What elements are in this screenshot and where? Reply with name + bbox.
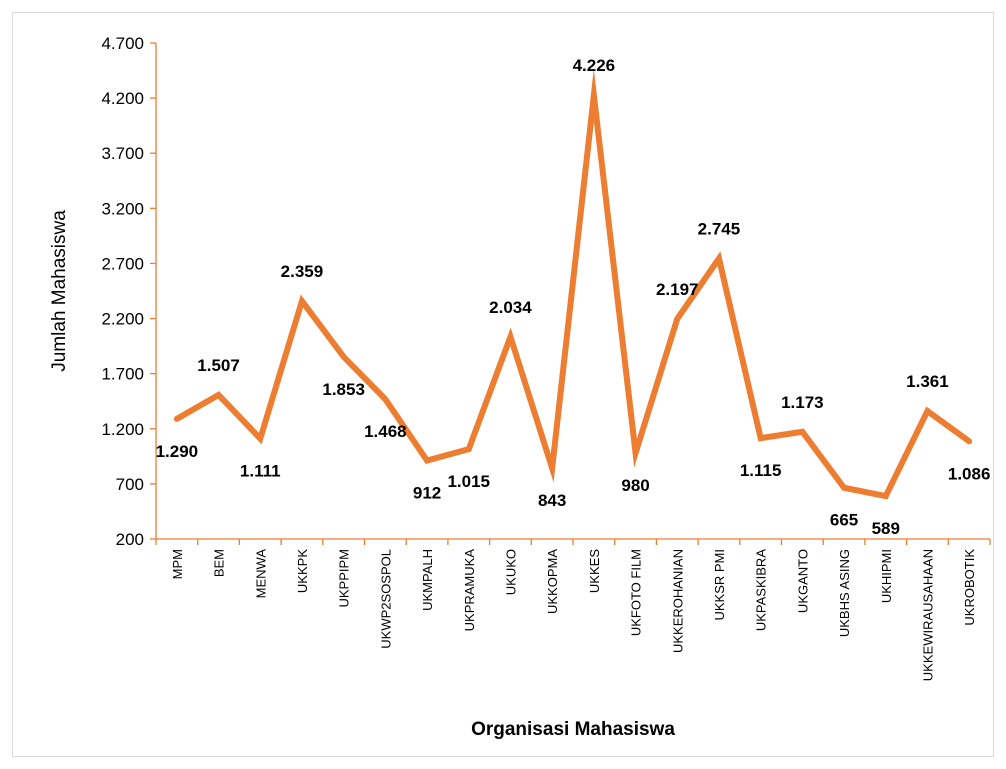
x-tick-label: UKUKO: [503, 549, 518, 595]
data-label: 1.507: [197, 356, 240, 375]
data-label: 1.111: [240, 462, 281, 481]
data-label: 2.197: [656, 280, 699, 299]
x-tick-label: MPM: [170, 549, 185, 579]
x-tick-label: UKFOTO FILM: [629, 549, 644, 636]
data-label: 4.226: [573, 56, 616, 75]
data-label: 589: [872, 519, 900, 538]
y-tick-label: 1.700: [101, 365, 144, 384]
data-label: 912: [413, 484, 441, 503]
x-tick-label: UKPASKIBRA: [754, 549, 769, 631]
y-axis-title: Jumlah Mahasiswa: [49, 210, 70, 372]
x-tick-label: UKGANTO: [795, 549, 810, 613]
data-label: 843: [538, 491, 566, 510]
x-tick-label: UKKOPMA: [545, 549, 560, 614]
x-tick-label: UKROBOTIK: [962, 549, 977, 626]
data-label: 2.745: [698, 219, 741, 238]
x-tick-label: UKKEWIRAUSAHAAN: [920, 549, 935, 681]
x-tick-label: UKKSR PMI: [712, 549, 727, 621]
y-tick-label: 200: [116, 530, 144, 549]
x-tick-label: UKMPALH: [420, 549, 435, 611]
y-tick-label: 4.200: [101, 89, 144, 108]
series-line: [173, 68, 973, 500]
y-tick-label: 1.200: [101, 420, 144, 439]
x-tick-label: BEM: [212, 549, 227, 577]
y-tick-label: 2.200: [101, 310, 144, 329]
data-label: 1.173: [781, 393, 824, 412]
x-tick-label: UKPRAMUKA: [462, 549, 477, 632]
x-tick-label: UKKEROHANIAN: [670, 549, 685, 653]
y-tick-label: 700: [116, 475, 144, 494]
y-tick-label: 2.700: [101, 254, 144, 273]
chart-frame: 200 700 1.200 1.700 2.200 2.700 3.200 3.700 4.20…: [12, 12, 994, 757]
axes: [150, 42, 991, 545]
y-tick-labels: 200 700 1.200 1.700 2.200 2.700 3.200 3.700 4.20…: [101, 34, 144, 549]
y-tick-label: 3.200: [101, 199, 144, 218]
line-chart: 200 700 1.200 1.700 2.200 2.700 3.200 3.700 4.20…: [49, 34, 991, 740]
data-label: 1.086: [948, 464, 991, 483]
x-tick-label: UKWP2SOSPOL: [378, 549, 393, 649]
y-tick-label: 3.700: [101, 144, 144, 163]
data-label: 2.034: [489, 298, 532, 317]
data-label: 1.115: [740, 461, 782, 480]
data-label: 1.468: [364, 422, 407, 441]
data-label: 1.853: [322, 380, 365, 399]
x-tick-label: UKHIPMI: [879, 549, 894, 603]
x-tick-label: UKBHS ASING: [837, 549, 852, 637]
data-label: 2.359: [281, 262, 324, 281]
x-tick-label: UKPPIPM: [337, 549, 352, 608]
x-tick-label: MENWA: [253, 549, 268, 599]
data-label: 1.361: [906, 372, 949, 391]
y-tick-label: 4.700: [101, 34, 144, 53]
x-tick-labels: MPM BEM MENWA UKKPK UKPPIPM UKWP2SOSPOL UKMPAL…: [170, 549, 977, 682]
data-label: 1.015: [447, 472, 490, 491]
series-layer: [173, 68, 973, 500]
x-axis-title: Organisasi Mahasiswa: [471, 719, 675, 740]
data-label: 1.290: [156, 442, 199, 461]
x-tick-label: UKKPK: [295, 549, 310, 593]
data-label: 980: [621, 476, 649, 495]
x-tick-label: UKKES: [587, 549, 602, 593]
data-label: 665: [830, 511, 858, 530]
data-labels: 1.290 1.507 1.111 2.359 1.853 1.468 912 1.015 2.…: [156, 56, 991, 538]
